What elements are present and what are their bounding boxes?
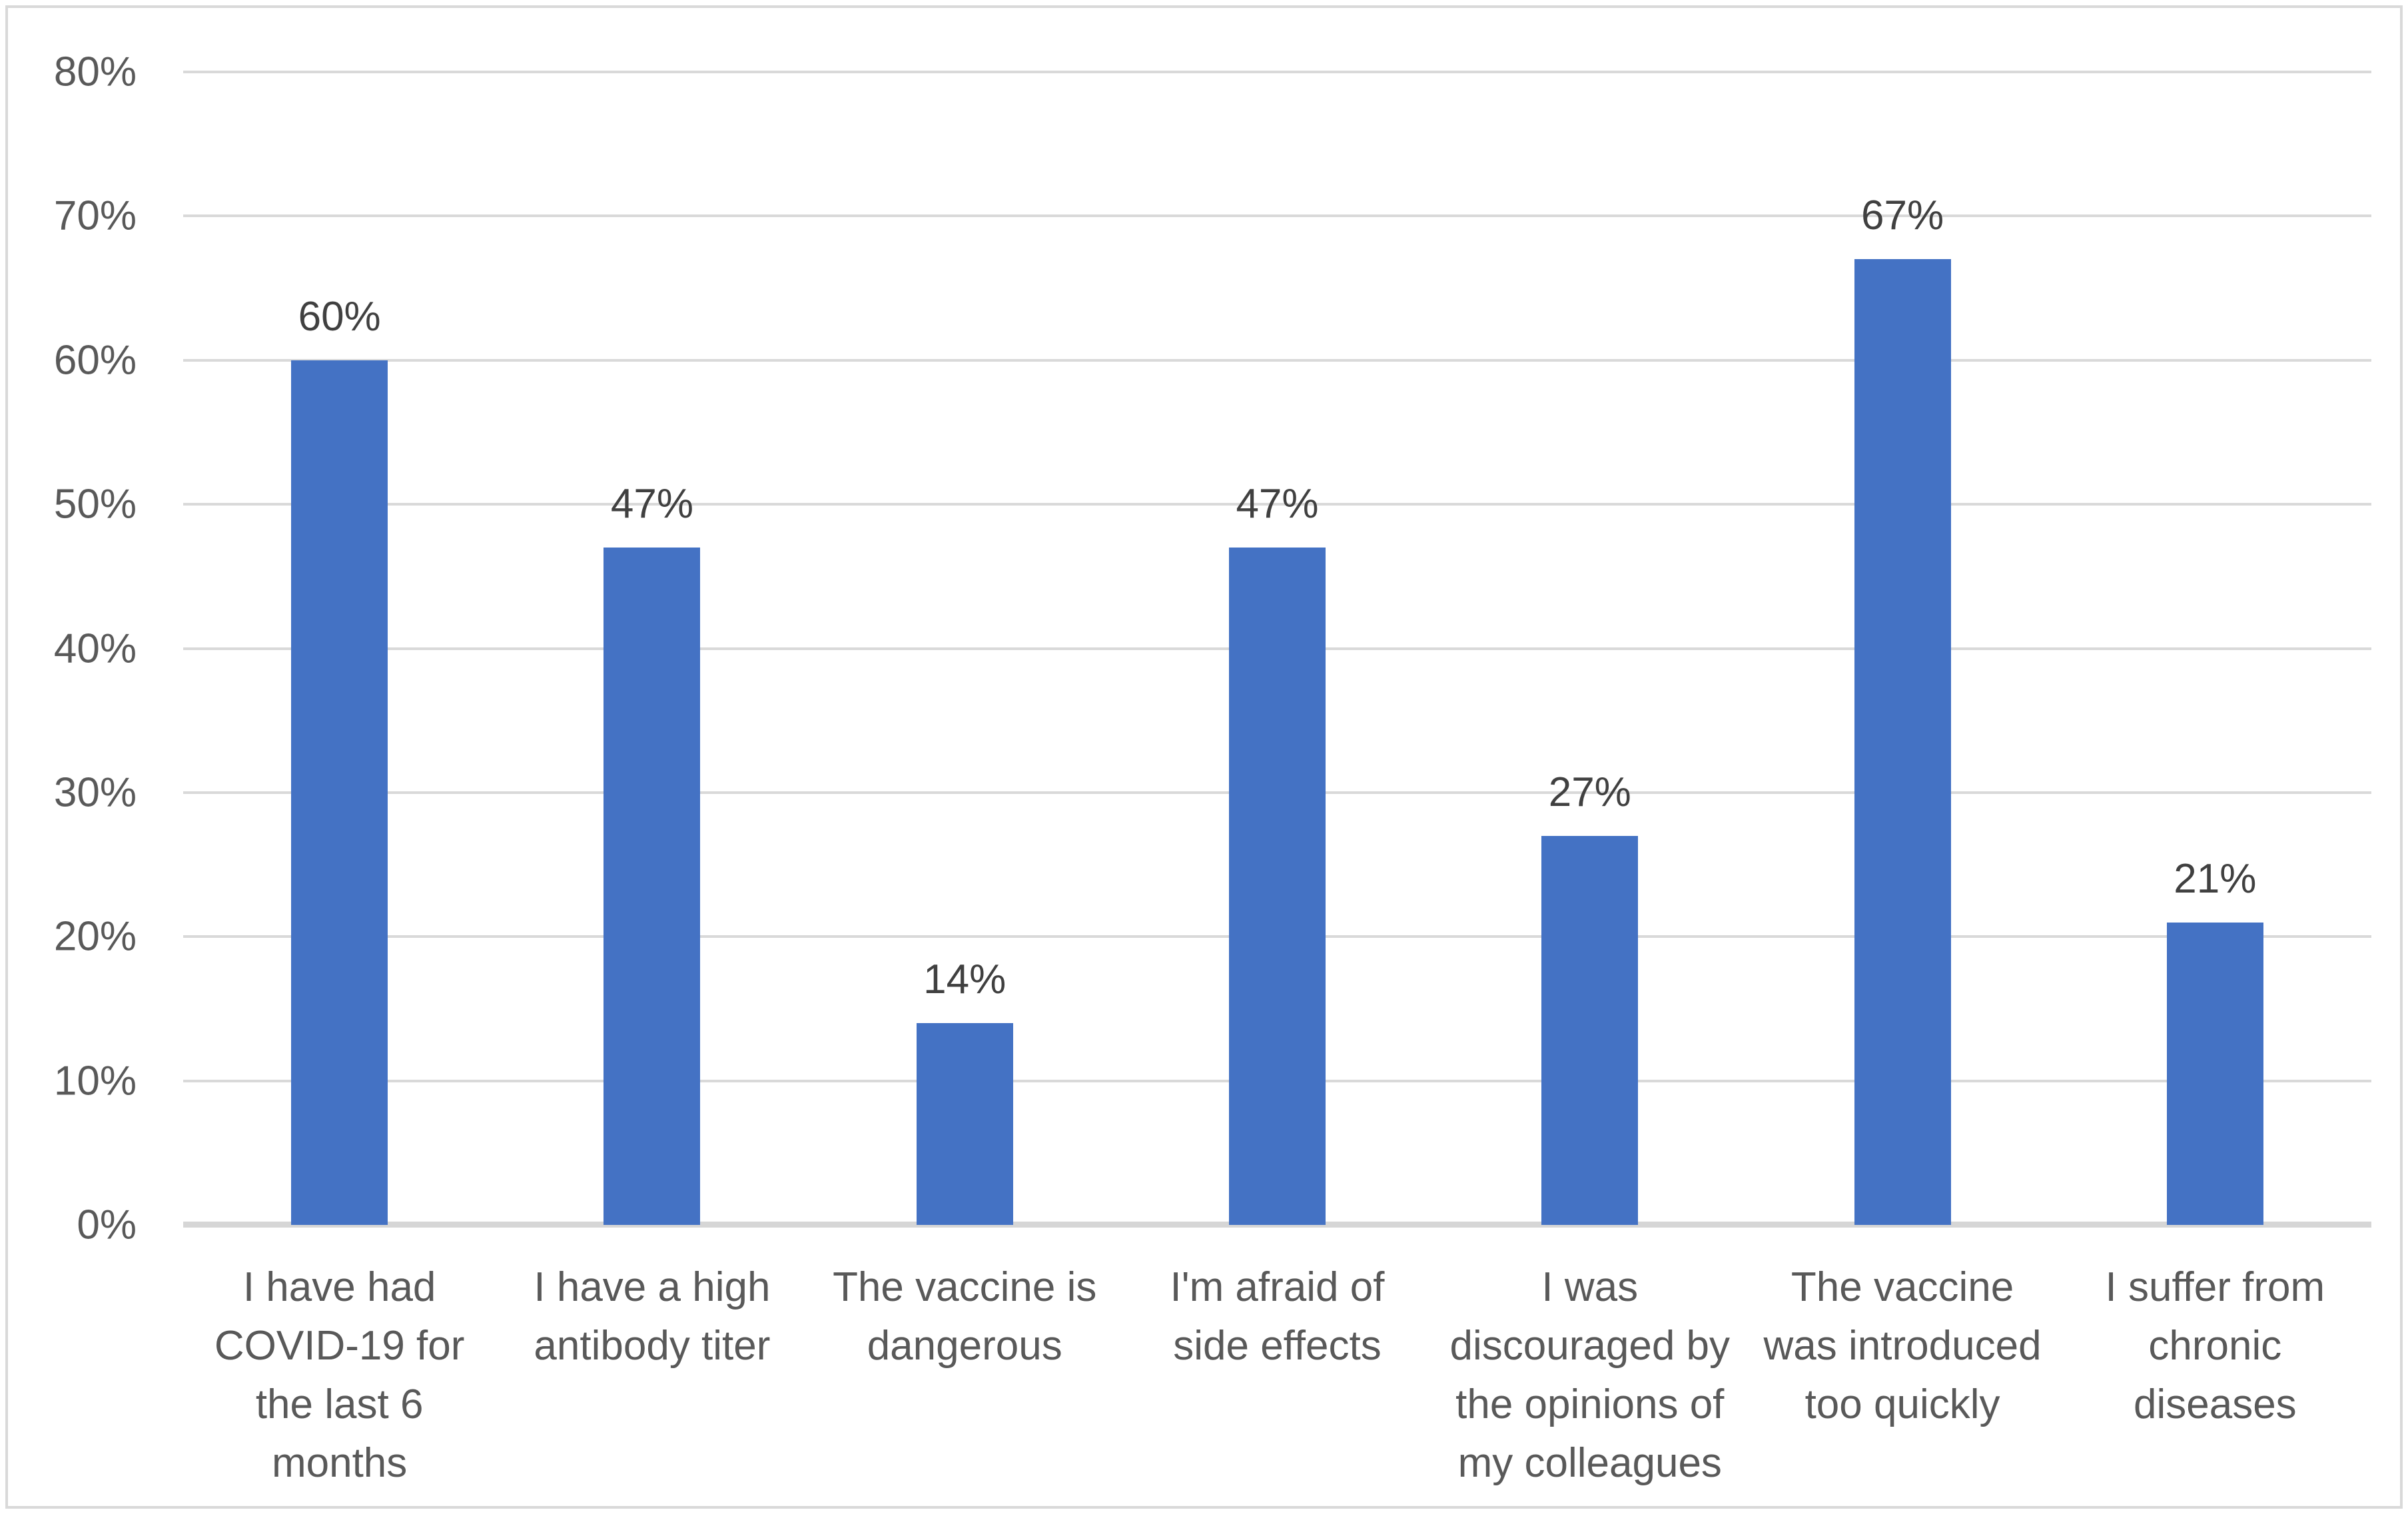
x-axis-category-label: I was discouraged by the opinions of my col…: [1449, 1264, 1731, 1486]
bar-slot: 14%: [809, 72, 1121, 1225]
bar-value-label: 27%: [1548, 769, 1631, 815]
x-axis-category-label: I have a high antibody titer: [534, 1264, 771, 1369]
gridline: [183, 71, 2371, 73]
bar: [1228, 548, 1326, 1225]
y-axis-tick-label: 20%: [53, 913, 137, 960]
bar-slot: 27%: [1433, 72, 1746, 1225]
bars-row: 60% 47% 14% 47% 27% 67% 21%: [183, 72, 2371, 1225]
gridline: [183, 503, 2371, 506]
bar-value-label: 47%: [1236, 481, 1319, 528]
bar-slot: 21%: [2059, 72, 2371, 1225]
plot-area: 60% 47% 14% 47% 27% 67% 21%: [183, 71, 2371, 1228]
bar: [1541, 835, 1639, 1225]
y-axis-tick-label: 70%: [53, 192, 137, 239]
bar-value-label: 60%: [298, 293, 381, 340]
chart-frame: 60% 47% 14% 47% 27% 67% 21% 0% 10% 20% 30% 40% 50% 6…: [5, 5, 2403, 1509]
bar-slot: 47%: [496, 72, 808, 1225]
y-axis-tick-label: 10%: [53, 1058, 137, 1104]
bar-slot: 60%: [183, 72, 496, 1225]
bar-value-label: 67%: [1861, 192, 1944, 239]
bar-value-label: 14%: [923, 956, 1006, 1003]
bar: [916, 1023, 1013, 1225]
bar-value-label: 47%: [610, 481, 693, 528]
gridline: [183, 358, 2371, 362]
x-axis-category-labels: I have had COVID-19 for the last 6 months I …: [183, 1258, 2371, 1493]
bar-slot: 47%: [1121, 72, 1433, 1225]
y-axis-tick-label: 80%: [53, 49, 137, 95]
bar-value-label: 21%: [2174, 855, 2257, 902]
y-axis-tick-label: 0%: [77, 1202, 137, 1248]
bar-slot: 67%: [1746, 72, 2058, 1225]
y-axis-tick-label: 50%: [53, 481, 137, 528]
x-axis-category-label: I'm afraid of side effects: [1170, 1264, 1385, 1369]
y-axis-tick-label: 40%: [53, 625, 137, 671]
x-axis-category-label: I have had COVID-19 for the last 6 months: [214, 1264, 465, 1486]
bar: [2166, 922, 2263, 1225]
x-axis-category-label: The vaccine was introduced too quickly: [1763, 1264, 2042, 1427]
y-axis-tick-label: 60%: [53, 337, 137, 384]
y-axis-tick-label: 30%: [53, 769, 137, 816]
x-axis-category-label: The vaccine is dangerous: [833, 1264, 1097, 1369]
bar: [291, 360, 388, 1225]
gridline: [183, 214, 2371, 218]
bar: [603, 548, 701, 1225]
bar: [1854, 259, 1951, 1225]
x-axis-category-label: I suffer from chronic diseases: [2105, 1264, 2325, 1427]
